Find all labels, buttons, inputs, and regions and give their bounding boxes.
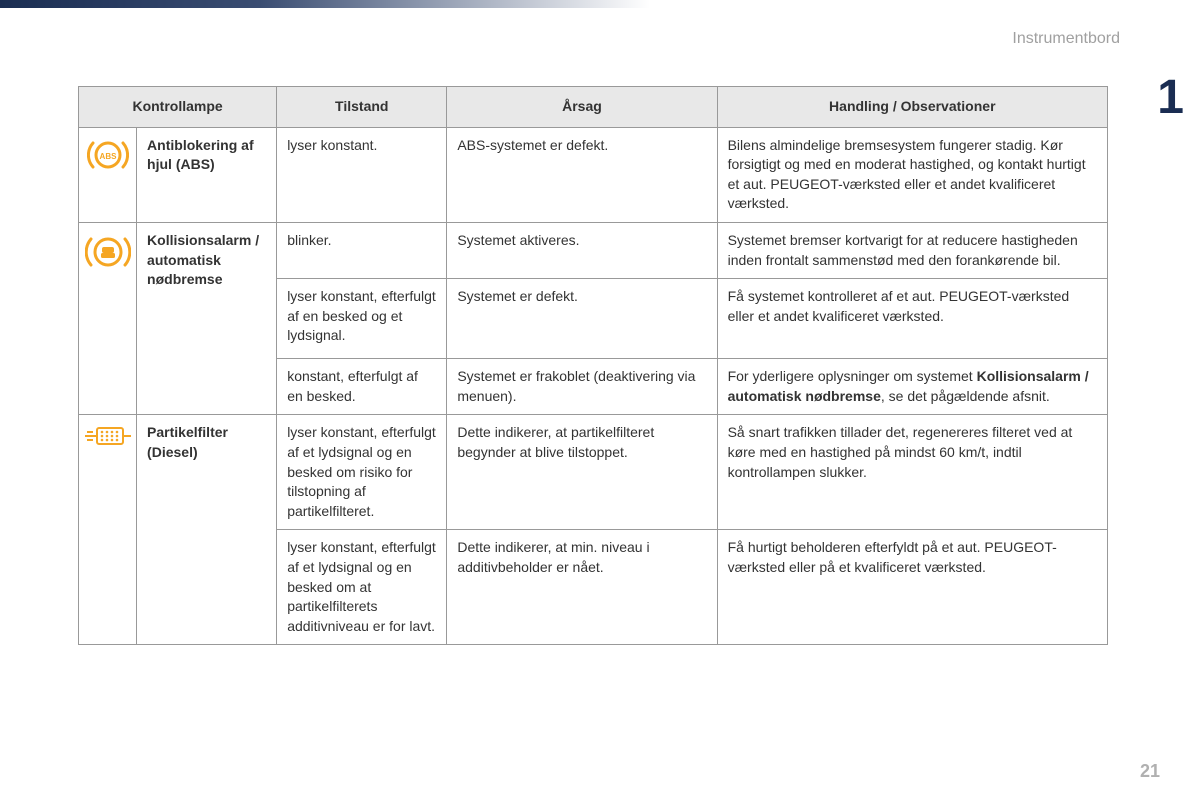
header-lamp: Kontrollampe xyxy=(79,87,277,128)
top-gradient-bar xyxy=(0,0,650,8)
section-title: Instrumentbord xyxy=(1012,30,1120,48)
header-cause: Årsag xyxy=(447,87,717,128)
dpf-action-1: Så snart trafikken tillader det, regener… xyxy=(717,415,1107,530)
collision-action-3-post: , se det pågældende afsnit. xyxy=(881,388,1050,404)
collision-state-3: konstant, efterfulgt af en besked. xyxy=(277,359,447,415)
dpf-icon xyxy=(83,421,133,451)
warning-lamp-table: Kontrollampe Tilstand Årsag Handling / O… xyxy=(78,86,1108,645)
abs-icon-cell: ABS xyxy=(79,127,137,222)
dpf-action-2: Få hurtigt beholderen efterfyldt på et a… xyxy=(717,530,1107,645)
collision-action-1: Systemet bremser kortvarigt for at reduc… xyxy=(717,222,1107,278)
collision-cause-2: Systemet er defekt. xyxy=(447,279,717,359)
collision-state-1: blinker. xyxy=(277,222,447,278)
collision-icon xyxy=(85,229,131,275)
dpf-state-1: lyser konstant, efterfulgt af et lydsign… xyxy=(277,415,447,530)
table-row: ABS Antiblokering af hjul (ABS) lyser ko… xyxy=(79,127,1108,222)
abs-icon: ABS xyxy=(87,134,129,176)
table-row: Partikelfilter (Diesel) lyser konstant, … xyxy=(79,415,1108,530)
collision-cause-1: Systemet aktiveres. xyxy=(447,222,717,278)
page-number: 21 xyxy=(1140,761,1160,782)
abs-action: Bilens almindelige bremsesystem fungerer… xyxy=(717,127,1107,222)
collision-name: Kollisionsalarm / automatisk nødbremse xyxy=(137,222,277,414)
table-header-row: Kontrollampe Tilstand Årsag Handling / O… xyxy=(79,87,1108,128)
header-state: Tilstand xyxy=(277,87,447,128)
dpf-name: Partikelfilter (Diesel) xyxy=(137,415,277,645)
dpf-icon-cell xyxy=(79,415,137,645)
collision-icon-cell xyxy=(79,222,137,414)
collision-cause-3: Systemet er frakoblet (deaktivering via … xyxy=(447,359,717,415)
collision-action-3: For yderligere oplysninger om systemet K… xyxy=(717,359,1107,415)
header-action: Handling / Observationer xyxy=(717,87,1107,128)
collision-state-2: lyser konstant, efterfulgt af en besked … xyxy=(277,279,447,359)
abs-name: Antiblokering af hjul (ABS) xyxy=(137,127,277,222)
collision-action-2: Få systemet kontrolleret af et aut. PEUG… xyxy=(717,279,1107,359)
dpf-state-2: lyser konstant, efterfulgt af et lydsign… xyxy=(277,530,447,645)
abs-cause: ABS-systemet er defekt. xyxy=(447,127,717,222)
svg-text:ABS: ABS xyxy=(99,152,117,161)
collision-action-3-pre: For yderligere oplysninger om systemet xyxy=(728,368,977,384)
table-row: Kollisionsalarm / automatisk nødbremse b… xyxy=(79,222,1108,278)
abs-state: lyser konstant. xyxy=(277,127,447,222)
dpf-cause-1: Dette indikerer, at partikelfilteret beg… xyxy=(447,415,717,530)
chapter-number: 1 xyxy=(1157,70,1184,125)
dpf-cause-2: Dette indikerer, at min. niveau i additi… xyxy=(447,530,717,645)
